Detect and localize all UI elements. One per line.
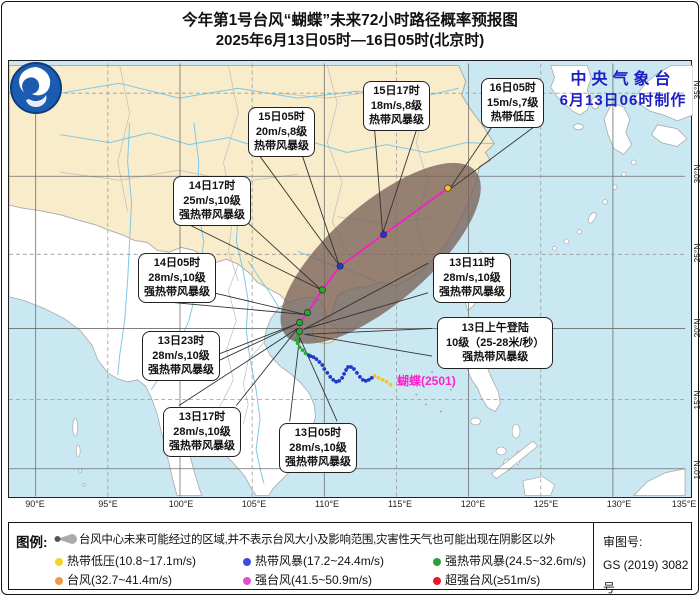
legend: 图例: 台风中心未来可能经过的区域,并不表示台风大小及影响范围,灾害性天气也可能… [8, 522, 692, 595]
td-dot-icon [55, 558, 63, 566]
forecast-label-landfall: 13日上午登陆 10级（25-28米/秒） 强热带风暴级 [437, 317, 554, 369]
lon-tick: 110°E [315, 499, 339, 509]
probability-cone [280, 162, 481, 344]
forecast-label-13d17h: 13日17时 28m/s,10级 强热带风暴级 [163, 407, 241, 457]
forecast-label-15d05h: 15日05时 20m/s,8级 热带风暴级 [248, 107, 315, 157]
lat-tick: 20°N [692, 318, 700, 338]
lon-tick: 90°E [25, 499, 45, 509]
lat-tick: 15°N [692, 390, 700, 410]
forecast-label-16d05h: 16日05时 15m/s,7级 热带低压 [481, 78, 545, 128]
lon-tick: 130°E [606, 499, 632, 509]
legend-divider [593, 523, 594, 589]
lon-tick: 105°E [241, 499, 267, 509]
ts-dot-icon [243, 558, 251, 566]
sty-dot-icon [243, 577, 251, 585]
forecast-label-13d05h: 13日05时 28m/s,10级 强热带风暴级 [279, 423, 357, 473]
forecast-label-15d17h: 15日17时 18m/s,8级 热带风暴级 [363, 81, 430, 131]
lon-tick: 95°E [98, 499, 118, 509]
cma-logo-icon [10, 62, 62, 114]
lon-tick: 120°E [460, 499, 486, 509]
reef-dots [397, 371, 452, 431]
storm-name-label: 蝴蝶(2501) [397, 374, 456, 388]
lon-tick: 135°E [671, 499, 697, 509]
lat-tick: 30°N [692, 164, 700, 184]
legend-caption: 图例: [16, 535, 48, 550]
legend-item-ts: 热带风暴(17.2~24.4m/s) [243, 552, 384, 569]
typhoon-track [294, 184, 452, 387]
lon-tick: 100°E [168, 499, 194, 509]
map-approval-number: 审图号: GS (2019) 3082号 [603, 535, 689, 595]
agency-stamp: 中央气象台 6月13日06时制作 [547, 65, 699, 110]
sts-dot-icon [433, 558, 441, 566]
callout-leader-lines [154, 127, 534, 422]
page-title: 今年第1号台风“蝴蝶”未来72小时路径概率预报图 [182, 12, 518, 29]
forecast-label-14d17h: 14日17时 25m/s,10级 强热带风暴级 [173, 176, 251, 226]
legend-item-sts: 强热带风暴(24.5~32.6m/s) [433, 552, 586, 569]
forecast-label-13d11h: 13日11时 28m/s,10级 强热带风暴级 [433, 253, 511, 303]
forecast-map: 中央气象台 6月13日06时制作 蝴蝶(2501) 13日05时 28m/s,1… [8, 60, 693, 498]
ty-dot-icon [55, 577, 63, 585]
forecast-label-14d05h: 14日05时 28m/s,10级 强热带风暴级 [138, 253, 216, 303]
agency-issued: 6月13日06时制作 [559, 92, 687, 109]
forecast-label-13d23h: 13日23时 28m/s,10级 强热带风暴级 [142, 331, 220, 381]
page-subtitle: 2025年6月13日05时—16日05时(北京时) [215, 32, 485, 49]
lon-tick: 115°E [388, 499, 412, 509]
legend-item-td: 热带低压(10.8~17.1m/s) [55, 552, 196, 569]
lat-tick: 25°N [692, 243, 700, 263]
legend-item-sty: 强台风(41.5~50.9m/s) [243, 571, 372, 588]
lat-tick: 10°N [692, 460, 700, 480]
cone-icon [54, 534, 77, 544]
cone-note: 台风中心未来可能经过的区域,并不表示台风大小及影响范围,灾害性天气也可能出现在阴… [79, 534, 556, 546]
supty-dot-icon [433, 577, 441, 585]
legend-item-ty: 台风(32.7~41.4m/s) [55, 571, 172, 588]
agency-name: 中央气象台 [570, 71, 676, 88]
lon-tick: 125°E [533, 499, 559, 509]
legend-item-supty: 超强台风(≥51m/s) [433, 571, 540, 588]
